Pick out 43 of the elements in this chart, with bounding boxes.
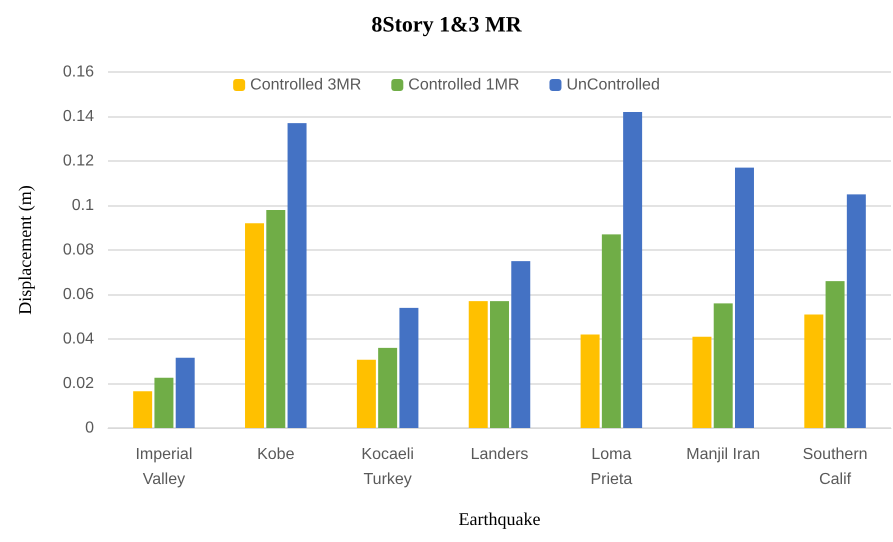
bar — [176, 358, 195, 428]
bar — [490, 301, 509, 428]
y-tick-label: 0.1 — [72, 197, 94, 214]
x-tick-label: Imperial Valley — [135, 446, 192, 488]
bar — [133, 391, 152, 428]
y-tick-label: 0.16 — [62, 64, 94, 80]
bar — [602, 234, 621, 428]
x-tick-label: Manjil Iran — [686, 446, 760, 463]
y-tick-label: 0.02 — [62, 375, 94, 392]
y-tick-label: 0.04 — [62, 330, 94, 348]
bar — [623, 112, 642, 428]
x-tick-label: Southern Calif — [802, 446, 868, 488]
y-axis-title: Displacement (m) — [15, 185, 35, 315]
bar — [804, 314, 824, 428]
x-axis-title: Earthquake — [458, 509, 540, 529]
bar — [399, 308, 418, 428]
bar — [288, 123, 307, 428]
legend-label: Controlled 1MR — [408, 76, 520, 94]
y-tick-label: 0.06 — [62, 286, 94, 303]
y-tick-label: 0.12 — [62, 152, 94, 170]
bar — [468, 301, 488, 428]
legend-label: Controlled 3MR — [250, 76, 362, 94]
bar — [714, 303, 733, 428]
bar — [580, 334, 600, 428]
bar — [692, 336, 712, 428]
bar — [266, 210, 286, 428]
bar — [154, 378, 174, 428]
bar — [356, 360, 376, 428]
bar — [826, 281, 845, 428]
legend-label: UnControlled — [566, 76, 660, 94]
x-tick-label: Kocaeli Turkey — [361, 446, 414, 488]
bar — [378, 348, 398, 428]
y-tick-label: 0.14 — [62, 108, 94, 125]
x-tick-label: Kobe — [257, 446, 295, 463]
y-tick-label: 0 — [85, 420, 94, 436]
bar — [734, 168, 754, 428]
x-tick-label: Loma Prieta — [590, 446, 632, 488]
bar — [511, 261, 530, 428]
bar — [846, 194, 866, 428]
bar — [245, 223, 264, 428]
y-tick-label: 0.08 — [62, 242, 94, 258]
chart-title: 8Story 1&3 MR — [371, 12, 523, 36]
x-tick-label: Landers — [470, 446, 528, 463]
